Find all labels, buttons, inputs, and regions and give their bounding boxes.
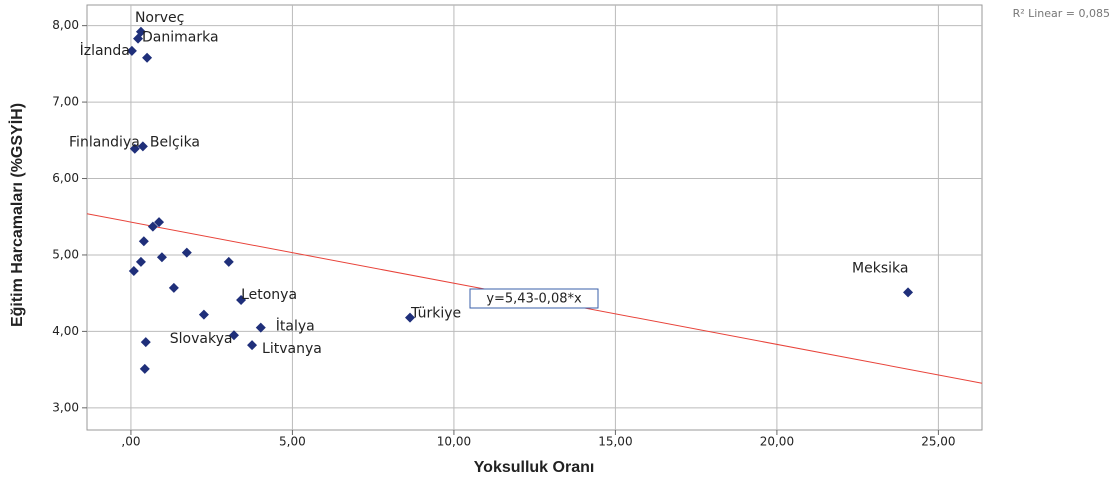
point xyxy=(236,295,247,306)
r2-label: R² Linear = 0,085 xyxy=(1013,7,1110,20)
y-tick-label: 3,00 xyxy=(52,400,79,414)
point xyxy=(154,217,165,228)
y-tick-label: 8,00 xyxy=(52,18,79,32)
y-tick-label: 4,00 xyxy=(52,324,79,338)
x-tick-label: 5,00 xyxy=(279,435,306,449)
point xyxy=(126,45,137,56)
point xyxy=(168,282,179,293)
x-tick-label: 25,00 xyxy=(921,435,955,449)
point xyxy=(147,221,158,232)
point xyxy=(129,143,140,154)
point xyxy=(223,256,234,267)
point-label: Belçika xyxy=(150,134,200,150)
fit-label-box xyxy=(469,288,599,309)
point xyxy=(903,287,914,298)
x-tick-label: 15,00 xyxy=(598,435,632,449)
point-label: Slovakya xyxy=(170,331,233,347)
point-label: İzlanda xyxy=(80,41,130,59)
point xyxy=(198,309,209,320)
point-label: Danimarka xyxy=(142,30,219,46)
y-tick-label: 7,00 xyxy=(52,95,79,109)
point xyxy=(128,266,139,277)
fit-label: y=5,43-0,08*x xyxy=(486,292,582,307)
point xyxy=(404,312,415,323)
point-label: Meksika xyxy=(852,260,908,276)
point xyxy=(133,33,144,44)
x-tick-label: ,00 xyxy=(121,435,140,449)
point xyxy=(228,330,239,341)
point xyxy=(138,236,149,247)
point-label: Litvanya xyxy=(262,341,322,357)
point xyxy=(139,363,150,374)
y-tick-label: 6,00 xyxy=(52,171,79,185)
point xyxy=(142,52,153,63)
point-label: Finlandiya xyxy=(69,135,140,151)
point xyxy=(181,247,192,258)
point-label: Letonya xyxy=(241,287,297,303)
point xyxy=(140,337,151,348)
point xyxy=(247,340,258,351)
point-label: Türkiye xyxy=(410,306,461,322)
x-axis-title: Yoksulluk Oranı xyxy=(474,459,595,476)
point xyxy=(135,256,146,267)
plot-frame xyxy=(86,4,983,431)
y-tick-label: 5,00 xyxy=(52,247,79,261)
point-label: Norveç xyxy=(135,10,184,26)
x-tick-label: 10,00 xyxy=(437,435,471,449)
x-tick-label: 20,00 xyxy=(760,435,794,449)
point xyxy=(156,252,167,263)
point xyxy=(137,141,148,152)
point-label: İtalya xyxy=(276,317,315,335)
y-axis-title: Eğitim Harcamaları (%GSYİH) xyxy=(8,103,26,327)
point xyxy=(255,322,266,333)
